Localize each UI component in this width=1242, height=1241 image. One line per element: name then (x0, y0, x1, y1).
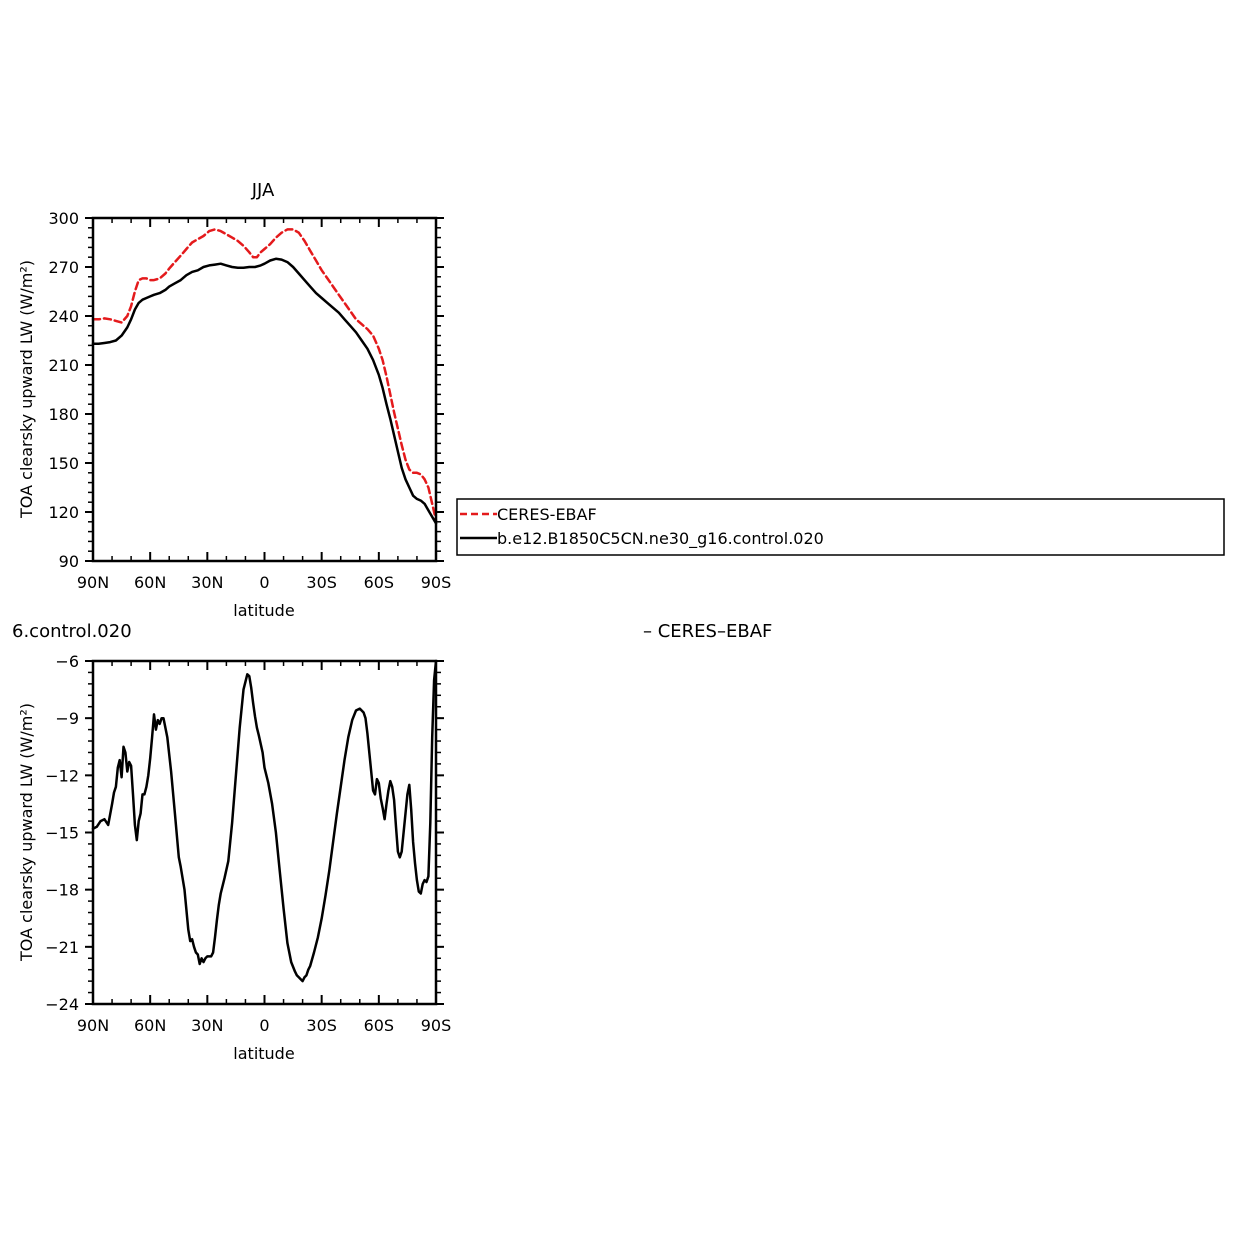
x-tick-label: 0 (259, 573, 269, 592)
series-line-b-e12-b1850c5cn-ne30-g16-control-020 (91, 257, 438, 525)
x-axis-label: latitude (233, 601, 294, 620)
legend-label-ceres: CERES-EBAF (497, 505, 597, 524)
plot-frame (91, 216, 438, 563)
y-tick-label: 240 (48, 307, 79, 326)
chart-subtitle: – CERES–EBAF (643, 621, 772, 642)
y-tick-label: 90 (59, 552, 79, 571)
x-tick-label: 90S (421, 573, 452, 592)
chart-title: 6.control.020 (12, 621, 132, 642)
y-axis-label: TOA clearsky upward LW (W/m²) (17, 703, 36, 962)
x-tick-label: 30N (191, 1016, 223, 1035)
legend-box (456, 498, 1225, 556)
legend-label-model: b.e12.B1850C5CN.ne30_g16.control.020 (497, 529, 824, 549)
x-tick-label: 30N (191, 573, 223, 592)
series-group (91, 659, 438, 983)
x-tick-label: 60N (134, 1016, 166, 1035)
x-tick-label: 30S (306, 1016, 337, 1035)
x-tick-label: 30S (306, 573, 337, 592)
y-tick-label: −18 (45, 881, 79, 900)
x-tick-label: 90S (421, 1016, 452, 1035)
series-group (91, 228, 438, 525)
y-axis-label: TOA clearsky upward LW (W/m²) (17, 260, 36, 519)
y-tick-label: 120 (48, 503, 79, 522)
y-tick-label: −6 (55, 652, 79, 671)
x-tick-label: 60S (364, 1016, 395, 1035)
x-tick-labels: 90N 60N 30N 0 30S 60S 90S (77, 573, 451, 592)
y-tick-label: −15 (45, 824, 79, 843)
y-tick-labels: 90 120 150 180 210 240 270 300 (48, 209, 79, 571)
y-tick-label: −24 (45, 995, 79, 1014)
chart-panel-bottom: 6.control.020 – CERES–EBAF −24−21−18−15−… (12, 621, 772, 1063)
x-tick-label: 90N (77, 573, 109, 592)
x-tick-labels: 90N 60N 30N 0 30S 60S 90S (77, 1016, 451, 1035)
series-line-ceres-ebaf (91, 228, 438, 522)
y-tick-label: −9 (55, 709, 79, 728)
y-tick-labels: −24 −21 −18 −15 −12 −9 −6 (45, 652, 79, 1014)
y-tick-label: 180 (48, 405, 79, 424)
y-tick-label: −21 (45, 938, 79, 957)
y-tick-label: 150 (48, 454, 79, 473)
y-tick-label: 270 (48, 258, 79, 277)
y-tick-label: 300 (48, 209, 79, 228)
x-tick-label: 0 (259, 1016, 269, 1035)
x-tick-label: 60N (134, 573, 166, 592)
x-tick-label: 60S (364, 573, 395, 592)
legend: CERES-EBAF b.e12.B1850C5CN.ne30_g16.cont… (456, 498, 1225, 556)
chart-panel-top: JJA 90 120 150 180 210 240 270 300 90N 60N 30N 0 30… (17, 180, 451, 620)
plot-frame (91, 659, 438, 1006)
y-tick-label: 210 (48, 356, 79, 375)
x-tick-label: 90N (77, 1016, 109, 1035)
series-line-difference (91, 659, 438, 983)
y-tick-label: −12 (45, 766, 79, 785)
chart-title: JJA (251, 180, 275, 201)
x-axis-label: latitude (233, 1044, 294, 1063)
